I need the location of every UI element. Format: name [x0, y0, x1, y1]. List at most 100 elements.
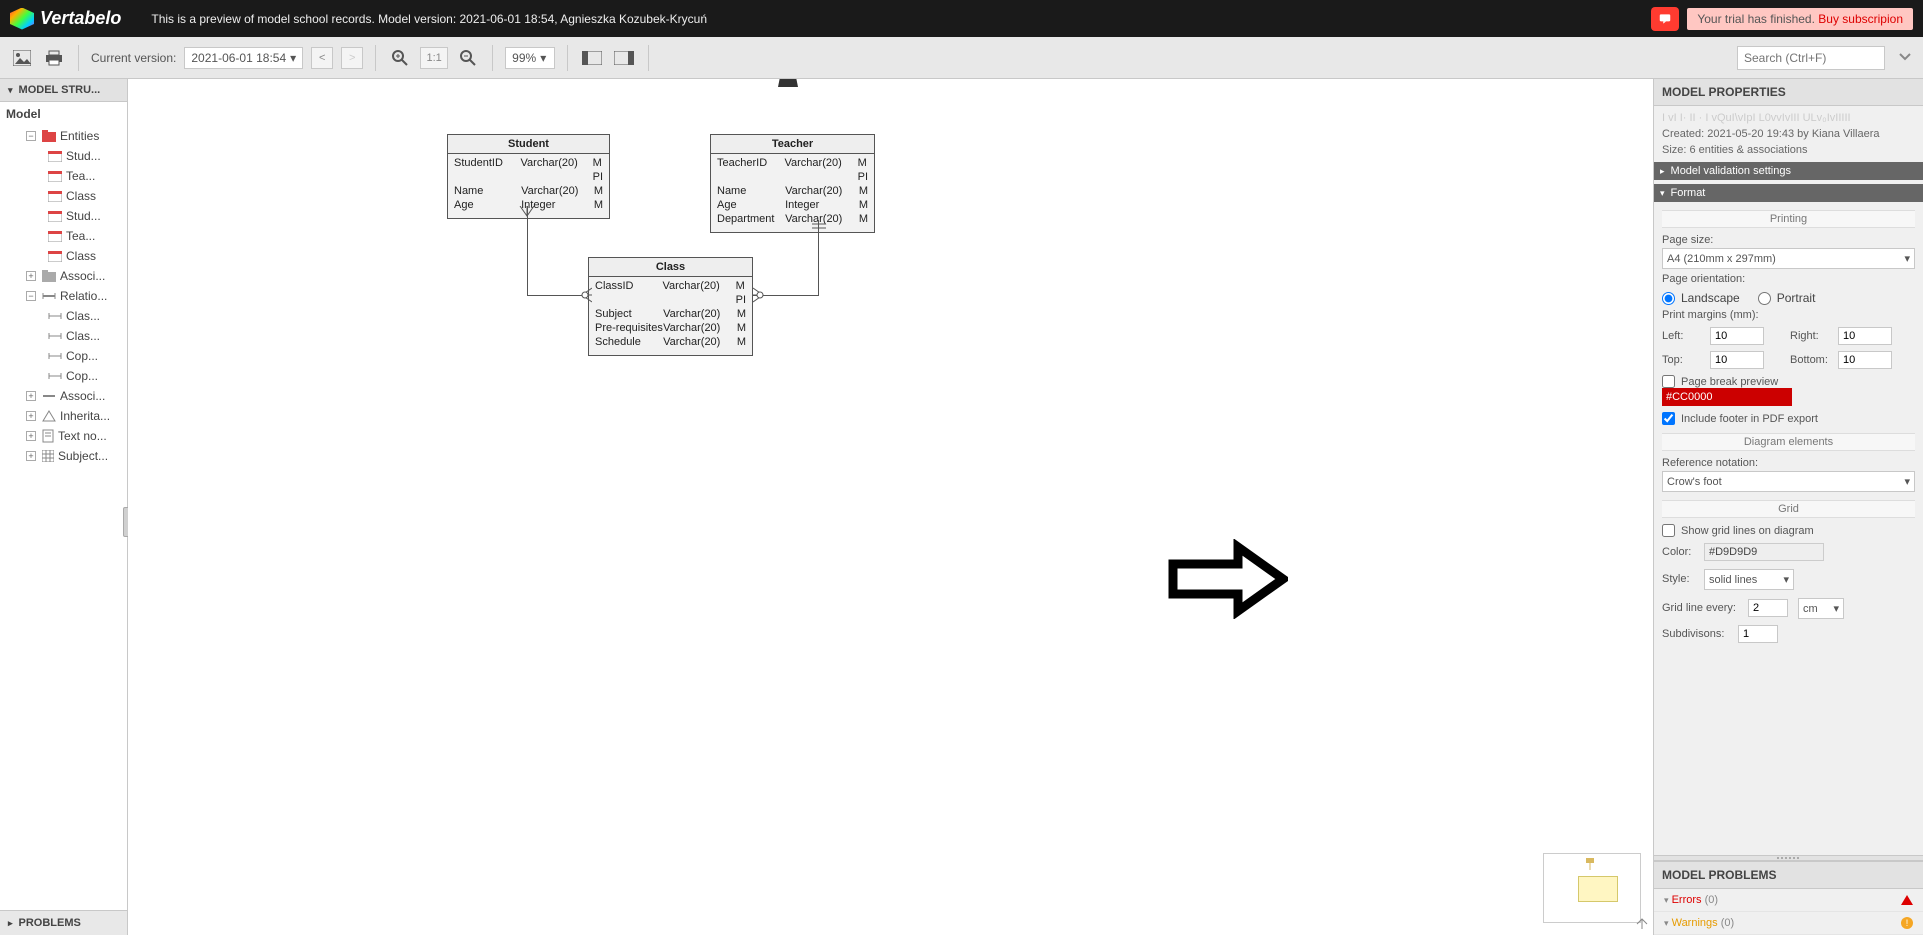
expand-icon[interactable]: +: [26, 271, 36, 281]
tree-entities[interactable]: − Entities: [0, 126, 127, 146]
entity-class[interactable]: ClassClassIDVarchar(20)M PISubjectVarcha…: [588, 257, 753, 356]
tree-relation-item[interactable]: Cop...: [0, 366, 127, 386]
canvas-tab-handle[interactable]: [778, 79, 798, 87]
expand-icon[interactable]: +: [26, 451, 36, 461]
version-select[interactable]: 2021-06-01 18:54▾: [184, 47, 303, 69]
zoom-select[interactable]: 99%▾: [505, 47, 555, 69]
chevron-down-icon: ▾: [290, 51, 296, 65]
subdiv-input[interactable]: [1738, 625, 1778, 643]
tree-entity-item[interactable]: Stud...: [0, 146, 127, 166]
chevron-down-icon: ▾: [1783, 573, 1789, 586]
tree-inheritance[interactable]: + Inherita...: [0, 406, 127, 426]
page-break-checkbox[interactable]: [1662, 375, 1675, 388]
layout-left-button[interactable]: [580, 46, 604, 70]
include-footer-check[interactable]: Include footer in PDF export: [1662, 412, 1915, 425]
warnings-row[interactable]: ▾ Warnings (0) !: [1654, 912, 1923, 935]
minimap-viewport[interactable]: [1578, 876, 1618, 902]
page-break-check[interactable]: Page break preview: [1662, 375, 1915, 388]
minimap[interactable]: [1543, 853, 1641, 923]
trial-badge: Your trial has finished. Buy subscripion: [1687, 8, 1913, 30]
grid-every-input[interactable]: [1748, 599, 1788, 617]
include-footer-checkbox[interactable]: [1662, 412, 1675, 425]
tree-entity-item[interactable]: Tea...: [0, 166, 127, 186]
left-margin-input[interactable]: [1710, 327, 1764, 345]
portrait-radio[interactable]: [1758, 292, 1771, 305]
next-version-button[interactable]: >: [341, 47, 363, 69]
attr-type: Varchar(20): [785, 184, 859, 198]
expand-icon[interactable]: +: [26, 411, 36, 421]
grid-subhead: Grid: [1662, 500, 1915, 518]
errors-row[interactable]: ▾ Errors (0): [1654, 889, 1923, 912]
tree-associations[interactable]: + Associ...: [0, 266, 127, 286]
landscape-radio[interactable]: [1662, 292, 1675, 305]
problems-panel-toggle[interactable]: ▸ PROBLEMS: [0, 910, 127, 935]
grid-style-label: Style:: [1662, 573, 1698, 585]
attr-name: StudentID: [454, 156, 521, 184]
subdiv-label: Subdivisons:: [1662, 628, 1732, 640]
page-size-select[interactable]: A4 (210mm x 297mm)▾: [1662, 248, 1915, 269]
logo[interactable]: Vertabelo: [10, 8, 121, 30]
attr-type: Varchar(20): [663, 279, 736, 307]
tree-entity-item[interactable]: Stud...: [0, 206, 127, 226]
attr-flags: M: [594, 198, 603, 212]
diagram-canvas[interactable]: StudentStudentIDVarchar(20)M PINameVarch…: [128, 79, 1653, 935]
attr-type: Varchar(20): [663, 307, 737, 321]
attr-name: TeacherID: [717, 156, 785, 184]
collapse-icon[interactable]: −: [26, 131, 36, 141]
tree-entity-item[interactable]: Tea...: [0, 226, 127, 246]
show-grid-checkbox[interactable]: [1662, 524, 1675, 537]
minimap-pin-icon: [1580, 858, 1600, 870]
tree-relation-item[interactable]: Clas...: [0, 326, 127, 346]
grid-unit-select[interactable]: cm▾: [1798, 598, 1844, 619]
entity-attribute-row: StudentIDVarchar(20)M PI: [448, 156, 609, 184]
show-grid-check[interactable]: Show grid lines on diagram: [1662, 524, 1915, 537]
tree-text-notes[interactable]: + Text no...: [0, 426, 127, 446]
chat-button[interactable]: [1651, 7, 1679, 31]
attr-type: Varchar(20): [521, 184, 594, 198]
tree-relation-item[interactable]: Cop...: [0, 346, 127, 366]
expand-icon[interactable]: +: [26, 431, 36, 441]
page-break-color-swatch[interactable]: #CC0000: [1662, 388, 1792, 406]
zoom-in-button[interactable]: [388, 46, 412, 70]
buy-subscription-link[interactable]: Buy subscripion: [1818, 12, 1903, 26]
tree-entity-item[interactable]: Class: [0, 246, 127, 266]
model-tree: Model − Entities Stud...Tea...ClassStud.…: [0, 102, 127, 910]
model-validation-section[interactable]: ▸Model validation settings: [1654, 162, 1923, 180]
topbar: Vertabelo This is a preview of model sch…: [0, 0, 1923, 37]
right-margin-input[interactable]: [1838, 327, 1892, 345]
current-version-label: Current version:: [91, 51, 176, 65]
collapse-icon[interactable]: −: [26, 291, 36, 301]
entity-icon: [48, 151, 62, 162]
image-export-button[interactable]: [10, 46, 34, 70]
tree-associations-2[interactable]: + Associ...: [0, 386, 127, 406]
zoom-reset-button[interactable]: 1:1: [420, 47, 448, 69]
prev-version-button[interactable]: <: [311, 47, 333, 69]
panel-toggle-button[interactable]: [1897, 52, 1913, 64]
grid-style-select[interactable]: solid lines▾: [1704, 569, 1794, 590]
grid-every-row: Grid line every: cm▾: [1662, 596, 1915, 619]
zoom-out-button[interactable]: [456, 46, 480, 70]
tree-subject-areas[interactable]: + Subject...: [0, 446, 127, 466]
top-margin-input[interactable]: [1710, 351, 1764, 369]
tree-entity-item[interactable]: Class: [0, 186, 127, 206]
entity-body: ClassIDVarchar(20)M PISubjectVarchar(20)…: [589, 277, 752, 355]
include-footer-label: Include footer in PDF export: [1681, 413, 1818, 425]
layout-right-button[interactable]: [612, 46, 636, 70]
grid-color-value[interactable]: #D9D9D9: [1704, 543, 1824, 561]
tree-relation-item[interactable]: Clas...: [0, 306, 127, 326]
print-button[interactable]: [42, 46, 66, 70]
tree-item-label: Tea...: [66, 169, 95, 183]
tree-root[interactable]: Model: [0, 102, 127, 126]
page-size-value: A4 (210mm x 297mm): [1667, 253, 1776, 265]
ref-notation-select[interactable]: Crow's foot▾: [1662, 471, 1915, 492]
expand-icon[interactable]: +: [26, 391, 36, 401]
entity-teacher[interactable]: TeacherTeacherIDVarchar(20)M PINameVarch…: [710, 134, 875, 233]
model-structure-header[interactable]: ▾ MODEL STRU...: [0, 79, 127, 102]
format-section[interactable]: ▾Format: [1654, 184, 1923, 202]
entity-icon: [48, 171, 62, 182]
bottom-margin-input[interactable]: [1838, 351, 1892, 369]
tree-relationships[interactable]: − Relatio...: [0, 286, 127, 306]
search-input[interactable]: [1737, 46, 1885, 70]
relation-icon: [48, 332, 62, 340]
entity-icon: [48, 231, 62, 242]
